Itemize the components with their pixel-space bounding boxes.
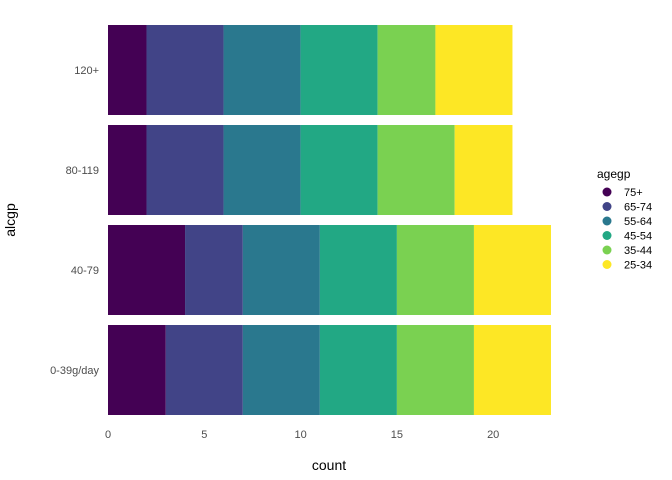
- legend-key: [602, 245, 612, 255]
- x-tick-label: 10: [294, 429, 306, 441]
- y-axis-label: alcgp: [2, 203, 18, 237]
- bar-segment: [146, 125, 224, 215]
- bar-segment: [223, 25, 301, 115]
- bar-segment: [473, 325, 551, 415]
- x-tick-label: 15: [391, 429, 403, 441]
- bar-segment: [319, 225, 397, 315]
- legend-key: [602, 231, 612, 240]
- legend-label: 35-44: [624, 245, 652, 257]
- legend-label: 55-64: [624, 216, 652, 228]
- bar-segment: [223, 125, 301, 215]
- x-axis-label: count: [312, 457, 346, 473]
- bar-segment: [454, 125, 513, 215]
- bar-segment: [300, 125, 378, 215]
- bar-segment: [473, 225, 551, 315]
- legend-key: [602, 216, 612, 226]
- y-tick-label: 40-79: [71, 265, 99, 277]
- bar-segment: [319, 325, 397, 415]
- legend-label: 65-74: [624, 202, 652, 214]
- bar-segment: [108, 225, 186, 315]
- legend-title: agegp: [597, 167, 631, 181]
- legend-key: [602, 202, 612, 211]
- x-tick-label: 5: [201, 429, 207, 441]
- x-tick-label: 20: [487, 429, 499, 441]
- legend-label: 25-34: [624, 260, 652, 272]
- bar-segment: [435, 25, 513, 115]
- y-tick-label: 0-39g/day: [50, 365, 99, 377]
- legend-key: [602, 187, 612, 197]
- bar-segment: [146, 25, 224, 115]
- bar-segment: [185, 225, 243, 315]
- bar-segment: [242, 225, 320, 315]
- legend-key: [602, 260, 612, 269]
- y-tick-label: 80-119: [66, 165, 99, 177]
- bar-segment: [108, 325, 166, 415]
- legend-label: 75+: [624, 187, 643, 199]
- x-tick-label: 0: [105, 429, 111, 441]
- bar-segment: [396, 325, 474, 415]
- bar-segment: [108, 25, 147, 115]
- y-tick-label: 120+: [74, 65, 99, 77]
- bar-segment: [108, 125, 147, 215]
- bar-segment: [165, 325, 243, 415]
- bar-segment: [377, 125, 455, 215]
- bar-segment: [377, 25, 436, 115]
- legend-label: 45-54: [624, 231, 652, 243]
- bar-segment: [396, 225, 474, 315]
- bar-segment: [300, 25, 378, 115]
- bar-segment: [242, 325, 320, 415]
